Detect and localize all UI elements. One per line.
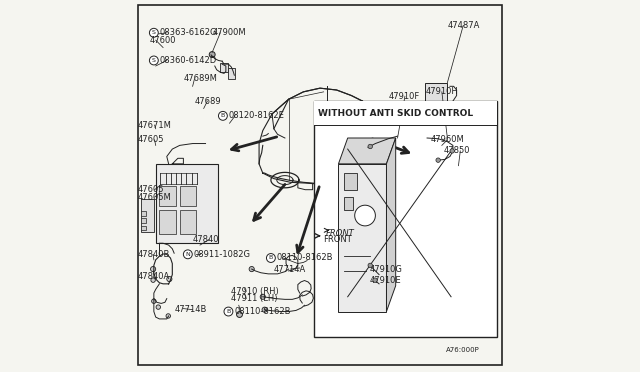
Text: B: B [221,113,225,118]
Circle shape [224,307,233,316]
Text: 47671M: 47671M [137,121,171,129]
Text: 47689M: 47689M [184,74,217,83]
Circle shape [166,314,170,318]
Text: 47840B: 47840B [137,250,170,259]
Circle shape [355,205,376,226]
Text: S: S [152,58,156,63]
Text: 08911-1082G: 08911-1082G [194,250,251,259]
Circle shape [237,311,243,317]
Bar [344,197,353,210]
Polygon shape [339,164,387,311]
Circle shape [260,294,266,299]
Circle shape [368,263,372,267]
Text: 47487A: 47487A [447,21,480,30]
Bar [314,101,497,125]
Text: 47840A: 47840A [137,272,170,281]
Text: 47910F: 47910F [388,92,420,101]
Circle shape [266,254,275,262]
Text: B: B [269,256,273,260]
Text: 47714A: 47714A [274,264,306,273]
Text: 47714B: 47714B [174,305,207,314]
Text: 08360-6142D: 08360-6142D [160,56,217,65]
Circle shape [436,158,440,162]
Text: 47605M: 47605M [137,193,171,202]
Text: 47960M: 47960M [431,135,465,144]
Bar [159,210,176,234]
Circle shape [450,149,454,153]
Circle shape [184,250,192,259]
Circle shape [262,307,268,312]
Text: FRONT: FRONT [323,235,352,244]
Circle shape [368,144,372,149]
Bar [141,226,146,230]
Polygon shape [339,138,396,164]
Bar [159,186,176,206]
Bar [141,211,146,215]
Circle shape [209,52,215,58]
Circle shape [151,278,156,282]
Text: 47900M: 47900M [212,28,246,37]
Bar [180,186,196,206]
Circle shape [150,266,156,272]
Bar [220,63,228,72]
Text: 47605: 47605 [137,135,164,144]
Text: WITHOUT ANTI SKID CONTROL: WITHOUT ANTI SKID CONTROL [318,109,473,118]
Text: 47910G: 47910G [370,264,403,273]
Bar [141,199,154,232]
Text: 47910H: 47910H [425,87,458,96]
Circle shape [156,305,161,310]
Circle shape [152,299,156,304]
Circle shape [149,28,158,37]
Text: 08120-8162E: 08120-8162E [229,111,285,121]
Text: 08363-6162G: 08363-6162G [160,28,217,37]
Bar [425,83,447,114]
Circle shape [149,56,158,65]
Text: 47850: 47850 [444,147,470,155]
Bar [415,157,442,217]
Text: B: B [227,309,230,314]
Circle shape [372,278,377,282]
Text: 47689: 47689 [195,97,221,106]
Text: 47911 (LH): 47911 (LH) [232,294,278,303]
Circle shape [167,276,172,282]
Bar [180,210,196,234]
Bar [344,173,357,190]
Bar [228,68,235,79]
Circle shape [249,266,254,272]
Text: 47840: 47840 [193,235,219,244]
Bar [156,164,218,243]
Text: 08110-8162B: 08110-8162B [234,307,291,316]
Text: 08110-8162B: 08110-8162B [277,253,333,263]
Text: S: S [152,30,156,35]
Polygon shape [387,138,396,311]
Bar [405,169,415,214]
Text: 47605: 47605 [137,185,164,194]
Circle shape [218,112,227,120]
Text: FRONT: FRONT [326,230,355,238]
Text: A76:000P: A76:000P [445,347,479,353]
Text: 47910E: 47910E [370,276,401,285]
Text: 47600: 47600 [149,36,176,45]
Text: 47910 (RH): 47910 (RH) [232,287,279,296]
Bar [314,101,497,337]
Text: N: N [186,252,190,257]
Bar [141,218,146,223]
